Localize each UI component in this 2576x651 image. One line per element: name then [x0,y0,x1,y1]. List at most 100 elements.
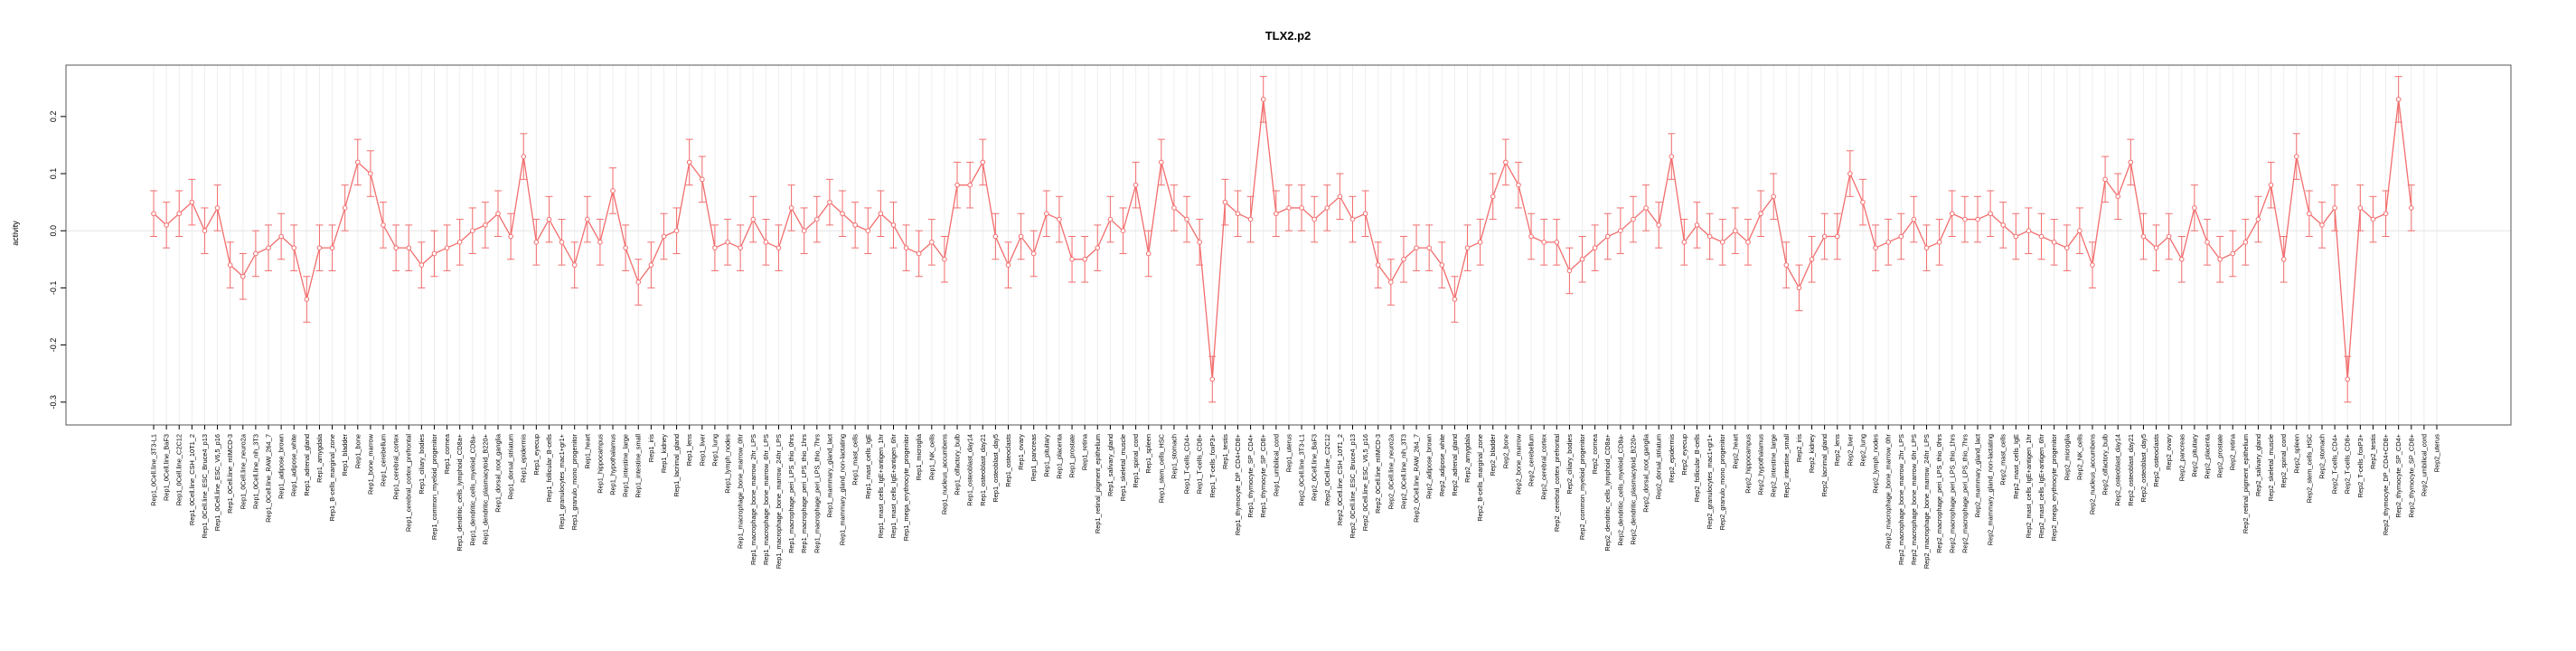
x-tick-label: Rep1_cerebellum [380,434,388,486]
x-tick-label: Rep1_uterus [1284,434,1293,473]
data-point [1809,256,1815,262]
data-point [1771,193,1776,200]
x-tick-label: Rep1_macrophage_peri_LPS_thio_0hrs [787,434,795,553]
data-point [954,182,960,188]
data-point [2013,233,2019,240]
series-line [153,99,2412,380]
x-tick-label: Rep2_intestine_small [1782,434,1791,498]
data-point [1171,205,1177,211]
data-point [1184,216,1189,222]
data-point [546,216,552,222]
x-tick-label: Rep2_mega_erythrocyte_progenitor [2050,433,2058,541]
x-tick-label: Rep2_NK_cells [2075,434,2083,480]
x-tick-label: Rep1_skeletal_muscle [1119,434,1127,501]
x-tick-label: Rep2_placenta [2203,433,2211,479]
x-tick-label: Rep1_macrophage_bone_marrow_2hr_LPS [749,434,757,565]
x-tick-label: Rep2_macrophage_peri_LPS_thio_1hrs [1948,434,1956,553]
data-point [1706,233,1713,240]
data-point [1821,233,1828,240]
x-tick-label: Rep2_stem_cells_HSC [2305,433,2313,503]
data-point [1911,216,1917,222]
data-point [635,279,642,285]
x-tick-label: Rep1_0Cell.line_nih_3T3 [251,434,259,509]
x-tick-label: Rep1_thymocyte_SP_CD4+ [1246,434,1255,518]
x-tick-label: Rep1_pituitary [1042,434,1050,477]
data-point [1834,233,1840,240]
data-point [890,222,897,228]
data-point [2319,222,2325,228]
x-tick-label: Rep1_cerebral_cortex [392,434,400,500]
x-tick-label: Rep1_T-cells_CD4+ [1183,434,1191,494]
data-point [1375,262,1381,268]
x-tick-label: Rep2_lymph_nodes [1872,434,1880,494]
data-point [1783,262,1790,268]
x-tick-label: Rep2_macrophage_bone_marrow_0hr [1885,433,1893,548]
data-point [763,240,769,245]
data-point [1005,262,1011,268]
x-tick-label: Rep2_mast_cells_IgE [2012,434,2020,499]
data-point [2090,262,2095,268]
x-tick-label: Rep2_pancreas [2177,434,2186,481]
x-tick-label: Rep2_bone [1501,434,1509,468]
x-tick-label: Rep1_macrophage_peri_LPS_thio_7hrs [813,434,821,553]
data-point [1579,256,1585,262]
x-tick-label: Rep2_0Cell.line_ESC_V6,5_p16 [1361,434,1369,531]
data-point [1414,245,1419,250]
x-tick-label: Rep2_heart [1731,434,1739,469]
x-tick-label: Rep1_macrophage_bone_marrow_6hr_LPS [762,434,770,565]
data-point [1733,228,1738,234]
x-tick-label: Rep2_stomach [2317,434,2326,479]
x-tick-label: Rep1_microglia [915,433,923,480]
x-tick-label: Rep1_iris [647,434,655,463]
data-point [814,216,820,222]
data-point [2268,182,2274,188]
x-tick-label: Rep2_0Cell.line_neuro2a [1387,433,1395,509]
x-tick-label: Rep2_liver [1846,433,1854,466]
data-point [1923,245,1930,250]
x-tick-label: Rep2_mammary_gland_non-lactating [1987,434,1995,545]
x-tick-label: Rep2_testis [2369,434,2377,469]
data-point [2345,376,2351,382]
data-point [406,245,412,250]
data-point [2051,240,2057,245]
data-point [1758,211,1763,217]
data-point [1324,205,1330,211]
y-tick-label: -0.1 [49,281,58,296]
data-point [381,222,386,228]
x-tick-label: Rep2_hippocampus [1744,434,1752,494]
x-tick-label: Rep2_0Cell.line_3T3-L1 [1298,434,1306,506]
x-tick-label: Rep2_osteoblast_day21 [2127,434,2135,506]
x-tick-label: Rep2_hypothalamus [1757,434,1765,495]
data-point [2293,154,2299,159]
data-point [788,205,794,211]
data-point [1247,216,1254,222]
x-tick-label: Rep1_dendritic_plasmacytoid_B220+ [481,434,489,545]
data-point [316,245,323,250]
x-tick-label: Rep2_0Cell.line_ESC_Bruce4_p13 [1349,434,1357,538]
data-point [2115,193,2121,200]
x-tick-label: Rep2_0Cell.line_CSH_10T1_2 [1336,434,1344,525]
data-point [992,233,999,240]
x-tick-label: Rep2_ovary [2165,434,2173,470]
data-point [852,222,858,228]
data-point [1618,228,1623,234]
data-point [661,233,667,240]
x-tick-label: Rep1_bone [353,434,362,468]
x-tick-label: Rep2_eyecup [1680,434,1688,476]
x-tick-label: Rep2_granulo_mono_progenitor [1718,433,1726,530]
data-point [2408,205,2414,211]
series-layer [150,76,2415,403]
x-tick-label: Rep1_amygdala [315,433,324,483]
data-point [1209,376,1216,382]
x-tick-label: Rep1_mast_cells_IgE+antigen_6hr [889,433,898,538]
x-tick-label: Rep1_bone_marrow [366,433,374,495]
x-tick-label: Rep1_osteoblast_day14 [966,434,974,506]
data-point [431,250,437,257]
x-tick-label: Rep1_nucleus_accumbens [940,434,948,514]
x-tick-label: Rep1_testis [1221,434,1229,469]
x-tick-label: Rep1_B-cells_marginal_zone [328,434,336,522]
data-point [2242,240,2249,245]
data-point [1949,211,1955,217]
x-tick-label: Rep1_adipose_brown [277,434,286,499]
